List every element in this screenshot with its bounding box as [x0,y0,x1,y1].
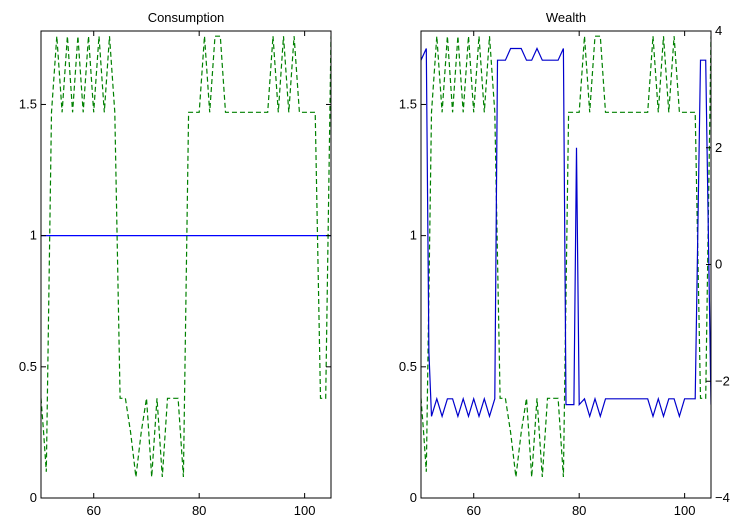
consumption-title: Consumption [148,10,225,25]
consumption-ytick-label: 0 [30,490,37,505]
consumption-xtick-label: 60 [86,503,100,518]
wealth-y2tick-label: 0 [715,257,722,272]
wealth-y2tick-label: −2 [715,373,730,388]
consumption-series-layer [41,35,331,478]
wealth-series-0-line [421,35,711,478]
consumption-panel: Consumption 60 80 100 0 0.5 1 1.5 [19,10,332,518]
consumption-xtick-label: 80 [192,503,206,518]
wealth-title: Wealth [546,10,586,25]
consumption-ytick-label: 1 [30,228,37,243]
wealth-ytick-label: 1 [410,228,417,243]
wealth-ytick-label: 0.5 [399,359,417,374]
consumption-ytick-label: 0.5 [19,359,37,374]
wealth-tick-layer: 60 80 100 0 0.5 1 1.5 −4 −2 0 2 4 [399,23,730,518]
consumption-plot-frame [40,30,332,499]
consumption-ytick-label: 1.5 [19,96,37,111]
consumption-tick-layer: 60 80 100 0 0.5 1 1.5 [19,31,331,518]
wealth-panel: Wealth 60 80 100 0 0.5 1 1.5 −4 −2 0 2 4 [399,10,730,518]
wealth-xtick-label: 100 [674,503,696,518]
wealth-series-layer [421,35,711,478]
consumption-xtick-label: 100 [294,503,316,518]
wealth-xtick-label: 60 [466,503,480,518]
wealth-y2tick-label: −4 [715,490,730,505]
wealth-y2tick-label: 2 [715,140,722,155]
consumption-series-1-line [41,35,331,478]
wealth-ytick-label: 1.5 [399,96,417,111]
wealth-ytick-label: 0 [410,490,417,505]
wealth-y2tick-label: 4 [715,23,722,38]
wealth-series-1-line [421,47,711,419]
wealth-xtick-label: 80 [572,503,586,518]
